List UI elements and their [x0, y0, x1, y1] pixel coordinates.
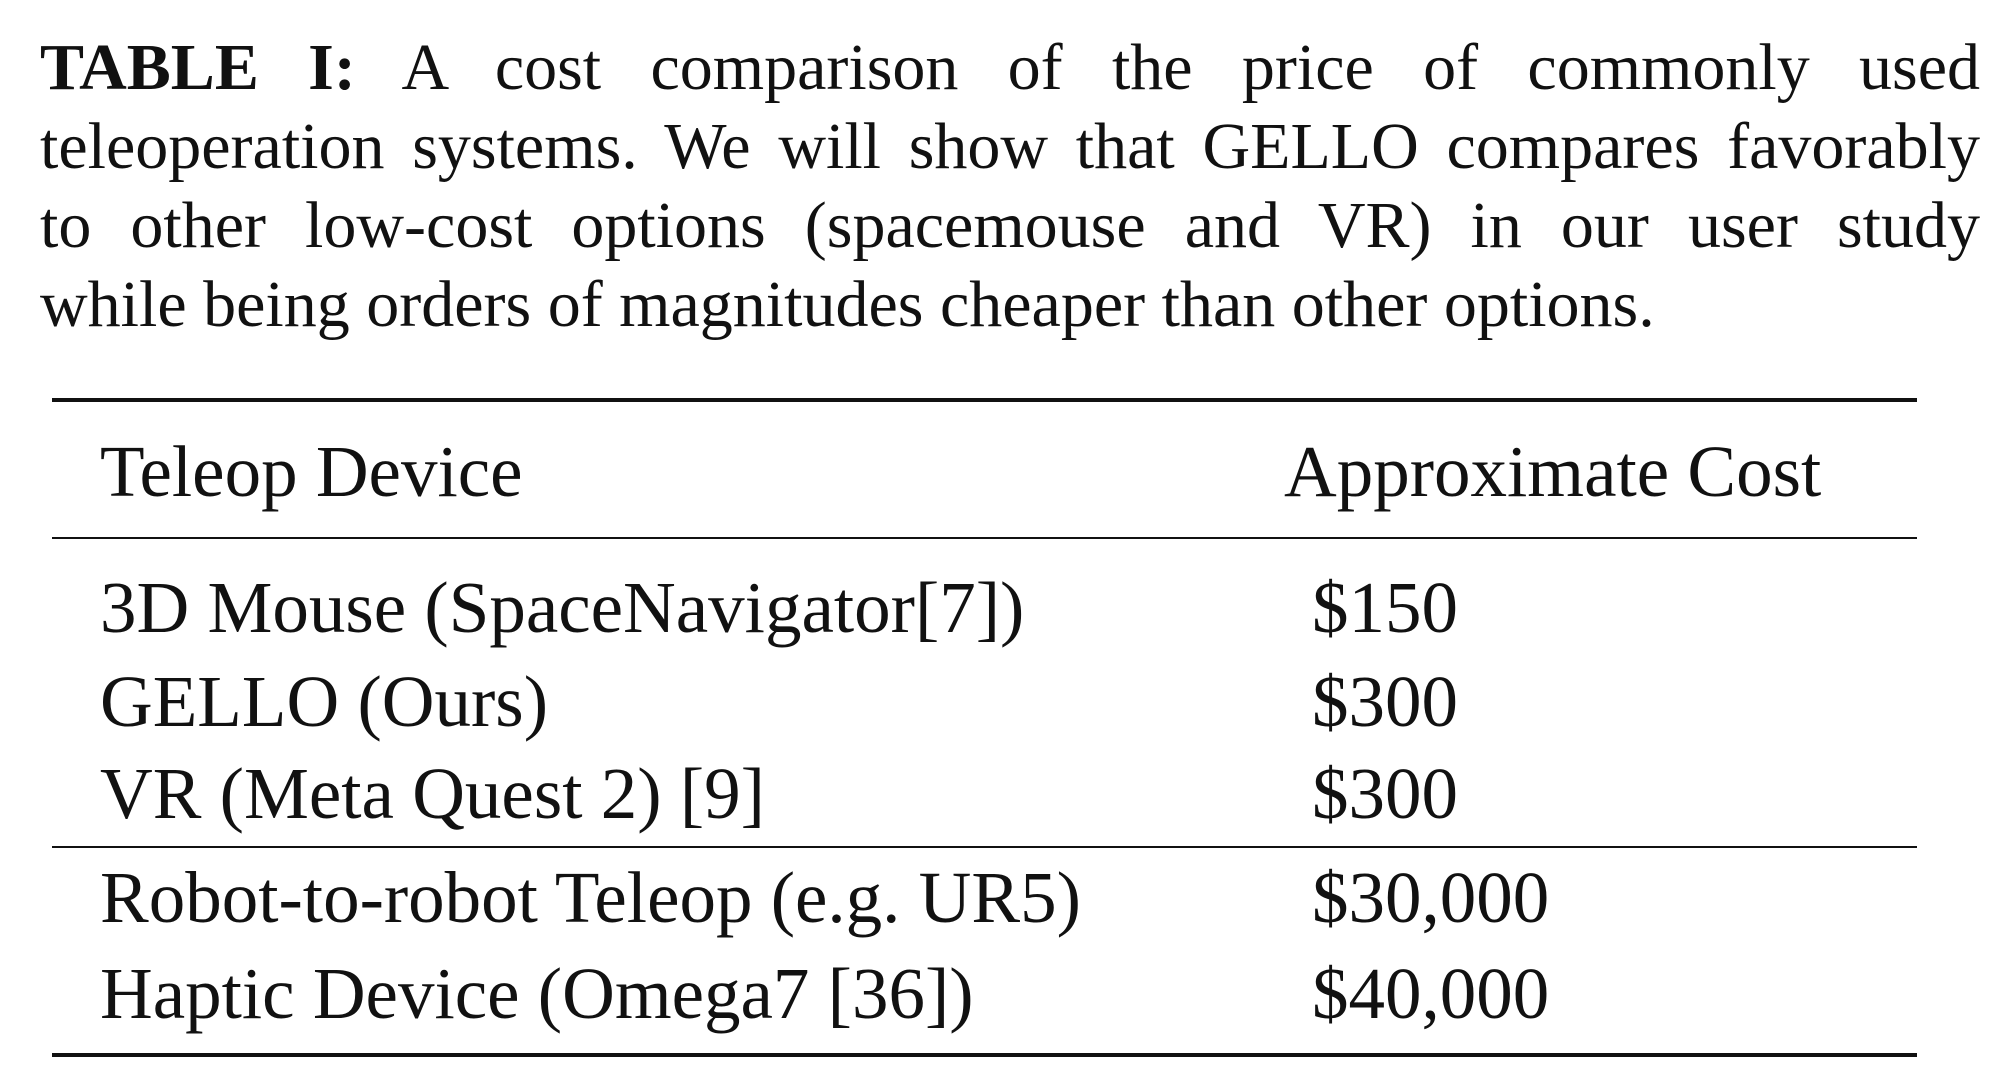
header-cost: Approximate Cost — [1284, 431, 1822, 512]
table-bottom-rule — [52, 1053, 1917, 1057]
table-row: 3D Mouse (SpaceNavigator[7]) $150 — [52, 568, 1917, 648]
caption-line-1: TABLE I: A cost comparison of the price … — [40, 28, 1980, 107]
table-header-rule — [52, 537, 1917, 539]
table-caption: TABLE I: A cost comparison of the price … — [40, 28, 1980, 344]
table-row: VR (Meta Quest 2) [9] $300 — [52, 754, 1917, 834]
table-row: GELLO (Ours) $300 — [52, 662, 1917, 742]
cost-cell: $30,000 — [1312, 857, 1550, 938]
cost-cell: $300 — [1312, 753, 1458, 834]
cost-cell: $300 — [1312, 661, 1458, 742]
table-header-row: Teleop Device Approximate Cost — [52, 432, 1917, 512]
caption-text-1: A cost comparison of the price of common… — [401, 31, 1981, 104]
device-cell: VR (Meta Quest 2) [9] — [100, 753, 765, 834]
caption-line-3: to other low-cost options (spacemouse an… — [40, 189, 1980, 262]
cost-cell: $40,000 — [1312, 953, 1550, 1034]
cost-cell: $150 — [1312, 567, 1458, 648]
table-row: Haptic Device (Omega7 [36]) $40,000 — [52, 954, 1917, 1034]
caption-line-4: while being orders of magnitudes cheaper… — [40, 268, 1655, 341]
table-row: Robot-to-robot Teleop (e.g. UR5) $30,000 — [52, 858, 1917, 938]
caption-line-2: teleoperation systems. We will show that… — [40, 110, 1980, 183]
device-cell: 3D Mouse (SpaceNavigator[7]) — [100, 567, 1025, 648]
header-device: Teleop Device — [100, 431, 523, 512]
device-cell: GELLO (Ours) — [100, 661, 549, 742]
table-top-rule — [52, 398, 1917, 402]
device-cell: Robot-to-robot Teleop (e.g. UR5) — [100, 857, 1081, 938]
table-group-rule — [52, 846, 1917, 848]
caption-label: TABLE I: — [40, 31, 356, 104]
device-cell: Haptic Device (Omega7 [36]) — [100, 953, 974, 1034]
